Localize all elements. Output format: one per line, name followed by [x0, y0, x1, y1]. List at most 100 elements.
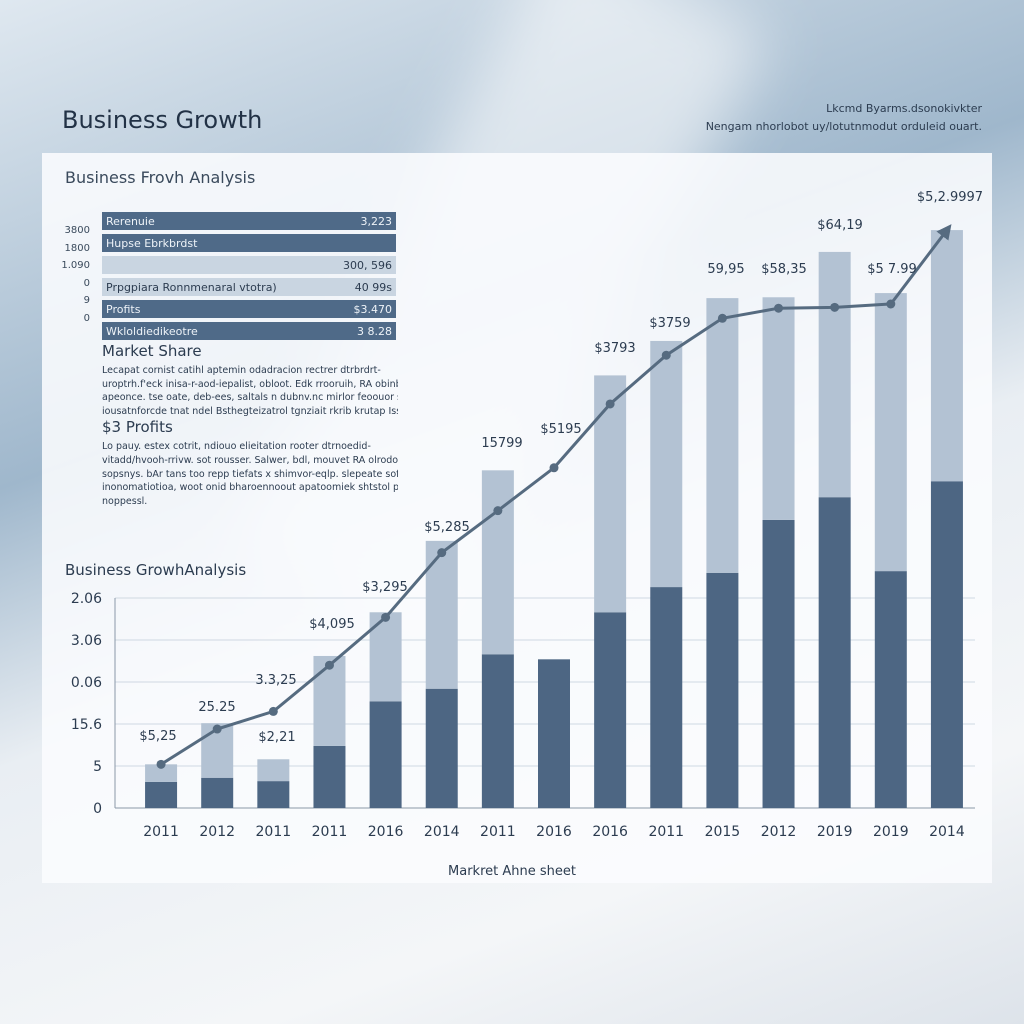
paragraph-line: iousatnforcde tnat ndel Bsthegteizatrol … — [102, 405, 398, 417]
line-point — [886, 299, 896, 309]
annotation: $5,285 — [424, 520, 470, 535]
table-row: 300, 596 — [102, 256, 396, 274]
annotation: 25.25 — [198, 700, 235, 715]
bar-segment — [650, 587, 683, 808]
row-label: Rerenuie — [106, 214, 155, 228]
bar-segment — [594, 612, 627, 808]
bar-segment — [762, 297, 795, 520]
annotation: $4,095 — [309, 617, 355, 632]
side-tick: 0 — [83, 277, 90, 289]
annotation: $3,295 — [362, 580, 408, 595]
bar-segment — [874, 571, 907, 808]
row-label: Prpgpiara Ronnmenaral vtotra) — [106, 280, 277, 294]
row-value: 40 99s — [354, 280, 392, 294]
bar-segment — [706, 298, 739, 573]
paragraph-line: Lo pauy. estex cotrit, ndiouo elieitatio… — [102, 441, 371, 453]
paragraph-line: sopsnys. bAr tans too repp tiefats x shi… — [102, 468, 398, 480]
y-tick-label: 0.06 — [71, 675, 102, 691]
y-tick-label: 2.06 — [71, 591, 102, 607]
y-tick-label: 3.06 — [71, 633, 102, 649]
paragraph-line: apeonce. tse oate, deb-ees, saltals n du… — [102, 392, 398, 404]
bar-segment — [257, 759, 290, 782]
annotation: $3759 — [649, 316, 690, 331]
x-tick-label: 2014 — [929, 824, 965, 840]
line-point — [549, 463, 559, 473]
table-row: Profits $3.470 — [102, 300, 396, 318]
line-point — [268, 706, 278, 716]
x-tick-label: 2012 — [199, 824, 235, 840]
bar-segment — [257, 781, 290, 808]
bar-segment — [874, 293, 907, 572]
annotation: $5,25 — [139, 729, 176, 744]
note-line: Nengam nhorlobot uy/lotutnmodut orduleid… — [705, 120, 982, 133]
bar-segment — [481, 470, 514, 655]
bar-segment — [481, 654, 514, 808]
text-block: Market Share Lecapat cornist catihl aptem… — [102, 342, 398, 508]
bar-segment — [650, 340, 683, 588]
x-tick-label: 2011 — [648, 824, 684, 840]
bar-segment — [313, 745, 346, 808]
annotation: $58,35 — [761, 262, 807, 277]
annotation: $5 7.99 — [867, 262, 917, 277]
paragraph-line: inonomatiotioa, woot onid bharoennoout a… — [102, 482, 398, 494]
heading: $3 Profits — [102, 418, 173, 437]
x-tick-label: 2014 — [424, 824, 460, 840]
paragraph-line: noppessl. — [102, 495, 148, 507]
bar-segment — [930, 230, 963, 482]
line-point — [156, 759, 166, 769]
table-row: Hupse Ebrkbrdst — [102, 234, 396, 252]
x-tick-label: 2016 — [368, 824, 404, 840]
x-tick-label: 2019 — [873, 824, 909, 840]
side-tick: 9 — [83, 295, 90, 306]
table-row: Rerenuie 3,223 — [102, 212, 396, 230]
line-point — [717, 313, 727, 323]
x-tick-label: 2019 — [817, 824, 853, 840]
y-tick-label: 5 — [93, 759, 102, 775]
annotation: $3793 — [594, 341, 635, 356]
bar-segment — [762, 519, 795, 808]
x-tick-label: 2011 — [312, 824, 348, 840]
row-label: Profits — [106, 302, 141, 316]
paragraph-line: uroptrh.f'eck inisa-r-aod-iepalist, oblo… — [102, 378, 398, 390]
line-point — [212, 724, 222, 734]
y-tick-label: 15.6 — [71, 717, 102, 733]
annotation: $2,21 — [258, 730, 295, 745]
x-tick-label: 2016 — [592, 824, 628, 840]
heading: Market Share — [102, 342, 202, 360]
table-row: Prpgpiara Ronnmenaral vtotra) 40 99s — [102, 278, 396, 296]
page-title: Business Growth — [62, 106, 263, 134]
y-tick-label: 0 — [93, 801, 102, 817]
row-value: 3 8.28 — [357, 324, 392, 338]
annotation: 59,95 — [707, 262, 744, 277]
table: Rerenuie 3,223 Hupse Ebrkbrdst 300, 596 Prpg… — [102, 212, 396, 344]
line-point — [830, 302, 840, 312]
side-tick: 3800 — [64, 225, 90, 236]
table-row: Wkloldiedikeotre 3 8.28 — [102, 322, 396, 340]
bar-segment — [369, 701, 402, 808]
side-tick: 0 — [83, 312, 90, 324]
note-line: Lkcmd Byarms.dsonokivkter — [826, 102, 982, 115]
row-value: 3,223 — [360, 214, 393, 228]
line-point — [774, 303, 784, 313]
line-point — [493, 506, 503, 516]
x-tick-label: 2011 — [143, 824, 179, 840]
annotation: $5195 — [540, 422, 581, 437]
paragraph-line: vitadd/hvooh-rrivw. sot rousser. Salwer,… — [102, 454, 398, 466]
x-tick-label: 2012 — [761, 824, 797, 840]
x-tick-label: 2011 — [480, 824, 516, 840]
header-note: Lkcmd Byarms.dsonokivkter Nengam nhorlobo… — [706, 100, 982, 136]
line-point — [437, 548, 447, 558]
annotation: 15799 — [481, 436, 522, 451]
annotation: 3.3,25 — [255, 673, 296, 688]
x-tick-label: 2016 — [536, 824, 572, 840]
row-value: 300, 596 — [343, 258, 392, 272]
panel-title: Business Frovh Analysis — [65, 168, 256, 187]
line-point — [661, 350, 671, 360]
paragraph-line: Lecapat cornist catihl aptemin odadracio… — [102, 365, 381, 376]
bar-segment — [930, 481, 963, 808]
bar-segment — [538, 659, 570, 808]
bar-segment — [145, 781, 178, 808]
annotation: $64,19 — [817, 218, 863, 233]
